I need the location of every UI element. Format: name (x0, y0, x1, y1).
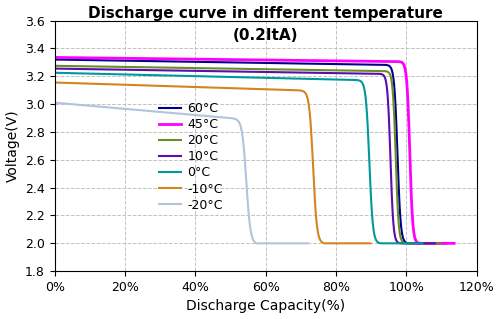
0°C (356, 79, 362, 83)
10°C (162, 68, 168, 72)
45°C (52, 56, 58, 59)
-10°C (52, 81, 58, 85)
-10°C (259, 87, 265, 91)
0°C (52, 71, 58, 75)
10°C (432, 241, 438, 245)
10°C (52, 67, 58, 70)
-10°C (144, 84, 150, 87)
45°C (197, 57, 203, 61)
Legend: 60°C, 45°C, 20°C, 10°C, 0°C, -10°C, -20°C: 60°C, 45°C, 20°C, 10°C, 0°C, -10°C, -20°… (154, 97, 228, 217)
Line: 60°C: 60°C (54, 60, 446, 243)
10°C (296, 70, 302, 74)
0°C (420, 241, 426, 245)
0°C (143, 73, 149, 77)
Y-axis label: Voltage(V): Voltage(V) (6, 109, 20, 182)
45°C (418, 241, 424, 245)
60°C (443, 241, 449, 245)
-10°C (167, 84, 173, 88)
-20°C (254, 241, 260, 245)
-20°C (215, 115, 221, 119)
20°C (148, 65, 154, 69)
60°C (52, 58, 58, 62)
-20°C (305, 241, 311, 245)
20°C (300, 68, 306, 72)
20°C (192, 66, 198, 70)
20°C (437, 241, 443, 245)
60°C (376, 63, 382, 67)
-20°C (114, 106, 120, 110)
60°C (406, 241, 412, 245)
-20°C (218, 115, 224, 119)
45°C (168, 57, 173, 61)
Title: Discharge curve in different temperature: Discharge curve in different temperature (88, 5, 443, 20)
45°C (383, 59, 389, 63)
45°C (309, 59, 315, 63)
20°C (52, 64, 58, 68)
60°C (304, 62, 310, 65)
Line: 0°C: 0°C (54, 73, 422, 243)
Line: 45°C: 45°C (54, 57, 454, 243)
60°C (194, 60, 200, 64)
60°C (149, 59, 155, 63)
-20°C (52, 101, 58, 105)
0°C (158, 73, 164, 77)
0°C (378, 241, 384, 245)
45°C (314, 59, 320, 63)
-20°C (144, 109, 150, 113)
-10°C (322, 241, 328, 245)
Line: 10°C: 10°C (54, 69, 434, 243)
20°C (164, 66, 170, 70)
-10°C (256, 87, 262, 91)
45°C (151, 57, 157, 61)
-10°C (368, 241, 374, 245)
0°C (293, 77, 299, 80)
10°C (398, 241, 404, 245)
10°C (146, 68, 152, 72)
0°C (186, 74, 192, 78)
Line: -10°C: -10°C (54, 83, 370, 243)
Line: 20°C: 20°C (54, 66, 440, 243)
60°C (309, 62, 315, 65)
X-axis label: Discharge Capacity(%): Discharge Capacity(%) (186, 300, 345, 314)
60°C (166, 59, 172, 63)
0°C (289, 77, 295, 80)
20°C (404, 241, 409, 245)
-20°C (262, 241, 268, 245)
-10°C (314, 219, 320, 223)
10°C (366, 72, 372, 76)
20°C (371, 69, 377, 73)
-10°C (130, 83, 136, 87)
-20°C (126, 107, 132, 111)
45°C (451, 241, 457, 245)
20°C (304, 68, 310, 72)
Text: (0.2ItA): (0.2ItA) (233, 28, 298, 43)
Line: -20°C: -20°C (54, 103, 308, 243)
10°C (190, 69, 196, 73)
10°C (302, 70, 308, 74)
